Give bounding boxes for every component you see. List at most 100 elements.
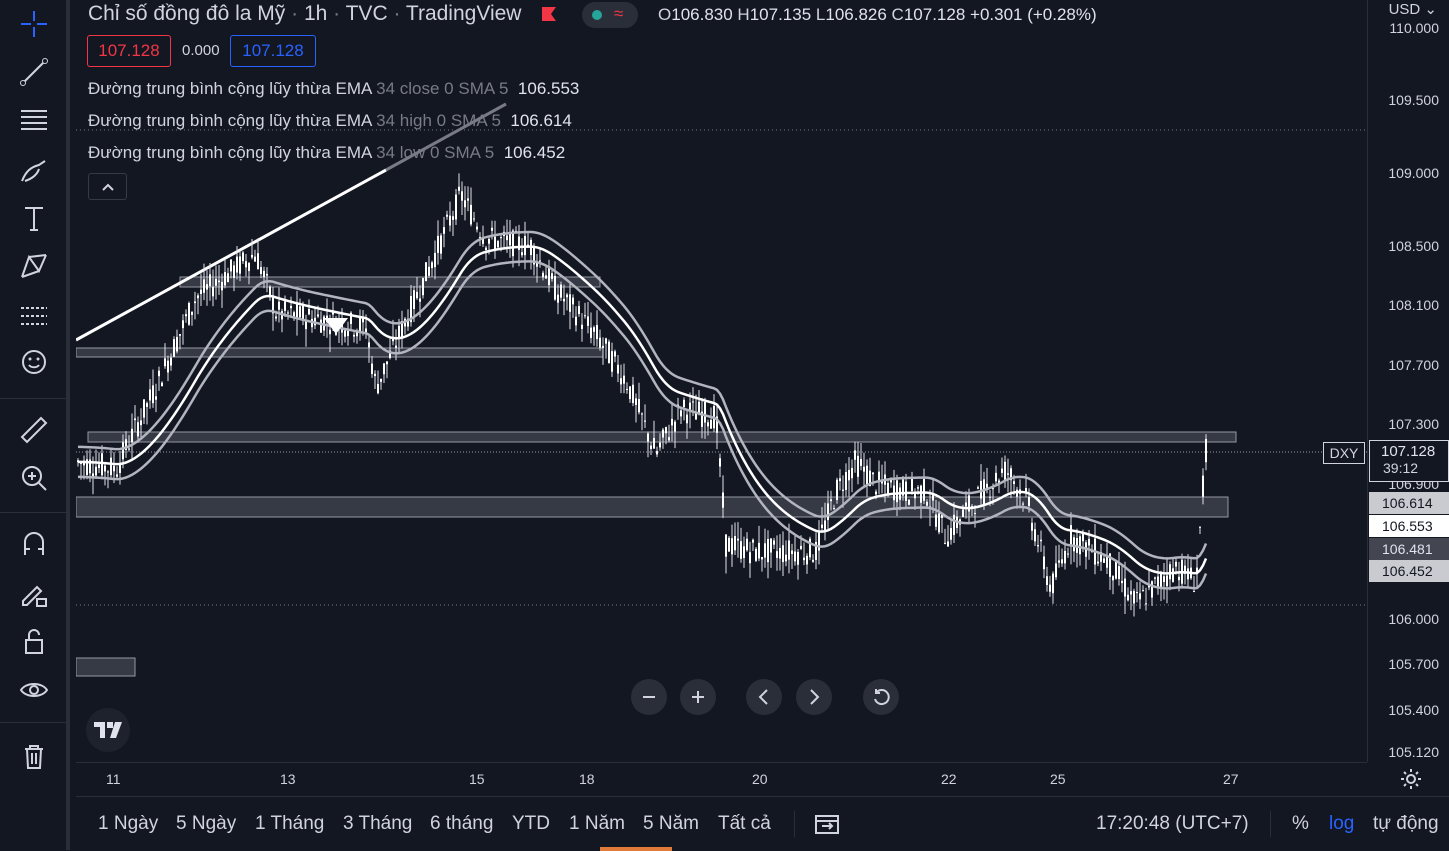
range-3-months[interactable]: 3 Tháng	[343, 813, 413, 834]
range-5-days[interactable]: 5 Ngày	[176, 813, 237, 834]
drawing-zone[interactable]	[76, 347, 604, 358]
range-6-months[interactable]: 6 tháng	[430, 813, 494, 834]
scroll-right-button[interactable]	[796, 679, 832, 715]
price-chart[interactable]	[76, 0, 1367, 762]
candle-body	[716, 416, 718, 433]
ema-high-price-label: 106.614	[1369, 492, 1449, 514]
candle-body	[1010, 468, 1012, 481]
candle-body	[359, 317, 361, 332]
prediction-icon[interactable]	[14, 296, 54, 336]
collapse-legend-button[interactable]	[88, 173, 127, 200]
chevron-left-icon	[758, 689, 768, 705]
log-scale-toggle[interactable]: log	[1329, 813, 1355, 834]
candle-body	[752, 539, 754, 543]
candle-body	[371, 363, 373, 374]
range-1-year[interactable]: 1 Năm	[569, 813, 625, 834]
candle-body	[587, 316, 589, 326]
range-5-years[interactable]: 5 Năm	[643, 813, 699, 834]
legend-ema-low[interactable]: Đường trung bình cộng lũy thừa EMA 34 lo…	[88, 143, 566, 162]
candle-body	[269, 286, 271, 298]
currency-select[interactable]: USD ⌄	[1388, 1, 1437, 18]
candle-body	[449, 215, 451, 226]
date-range-button[interactable]	[814, 811, 840, 837]
candle-body	[749, 552, 751, 564]
candle-body	[575, 316, 577, 326]
price-tick: 108.100	[1388, 297, 1439, 313]
zoom-in-icon[interactable]	[14, 458, 54, 498]
interval-label[interactable]: 1h	[303, 2, 328, 25]
candle-body	[110, 457, 112, 476]
candle-body	[1166, 575, 1168, 587]
unlock-icon[interactable]	[14, 622, 54, 662]
symbol-title[interactable]: Chỉ số đồng đô la Mỹ	[88, 2, 286, 25]
magnet-icon[interactable]	[14, 524, 54, 564]
buy-button[interactable]: 107.128	[230, 35, 316, 67]
range-1-month[interactable]: 1 Tháng	[255, 813, 325, 834]
eye-icon[interactable]	[14, 670, 54, 710]
zoom-in-button[interactable]	[680, 679, 716, 715]
candle-body	[536, 261, 538, 267]
brush-icon[interactable]	[14, 150, 54, 190]
drawing-zone[interactable]	[76, 657, 136, 677]
candle-body	[920, 485, 922, 503]
candle-body	[365, 328, 367, 335]
lock-drawing-icon[interactable]	[14, 574, 54, 614]
chart-pane[interactable]	[76, 0, 1367, 762]
candle-body	[221, 281, 223, 291]
tradingview-logo[interactable]	[86, 708, 130, 752]
candle-body	[107, 471, 109, 473]
range-1-day[interactable]: 1 Ngày	[98, 813, 159, 834]
time-axis[interactable]: 11 13 15 18 20 22 25 27	[76, 762, 1367, 796]
candle-body	[179, 334, 181, 336]
text-icon[interactable]	[14, 198, 54, 238]
candle-body	[803, 557, 805, 561]
candle-body	[197, 295, 199, 299]
zoom-out-button[interactable]	[631, 679, 667, 715]
range-all[interactable]: Tất cả	[718, 813, 771, 834]
candle-body	[401, 321, 403, 338]
candle-body	[785, 554, 787, 562]
range-ytd[interactable]: YTD	[512, 813, 550, 834]
trash-icon[interactable]	[14, 736, 54, 776]
candle-body	[1100, 552, 1102, 562]
candle-body	[653, 438, 655, 449]
reset-chart-button[interactable]	[863, 679, 899, 715]
candle-body	[1082, 532, 1084, 542]
legend-ema-high[interactable]: Đường trung bình cộng lũy thừa EMA 34 hi…	[88, 111, 572, 130]
candle-body	[350, 312, 352, 324]
ruler-icon[interactable]	[14, 410, 54, 450]
scroll-left-button[interactable]	[746, 679, 782, 715]
pattern-icon[interactable]	[14, 246, 54, 286]
fib-retracement-icon[interactable]	[14, 100, 54, 140]
candle-body	[908, 499, 910, 505]
flag-icon[interactable]	[540, 5, 558, 23]
price-tick: 109.500	[1388, 92, 1439, 108]
crosshair-icon[interactable]	[14, 4, 54, 44]
price-tick: 107.700	[1388, 357, 1439, 373]
auto-scale-toggle[interactable]: tự động	[1373, 813, 1439, 834]
trend-line-icon[interactable]	[14, 52, 54, 92]
candle-body	[878, 471, 880, 481]
candle-body	[500, 237, 502, 239]
candle-body	[677, 404, 679, 406]
trend-line	[76, 168, 387, 342]
emoji-icon[interactable]	[14, 342, 54, 382]
candle-body	[1001, 468, 1003, 473]
price-axis[interactable]: USD ⌄ 110.000 109.500 109.000 108.500 10…	[1367, 0, 1449, 762]
candle-body	[89, 459, 91, 474]
market-status[interactable]: ≈	[582, 2, 638, 28]
candle-body	[779, 548, 781, 559]
change-value: +0.301 (+0.28%)	[970, 5, 1097, 24]
candle-body	[1160, 572, 1162, 588]
candle-body	[119, 463, 121, 473]
candle-body	[452, 216, 454, 220]
chart-settings-button[interactable]	[1400, 768, 1422, 790]
clock-timezone[interactable]: 17:20:48 (UTC+7)	[1096, 813, 1249, 834]
candle-body	[572, 297, 574, 305]
legend-ema-close[interactable]: Đường trung bình cộng lũy thừa EMA 34 cl…	[88, 79, 580, 98]
candle-body	[146, 403, 148, 407]
percent-scale-toggle[interactable]: %	[1292, 813, 1309, 834]
sell-button[interactable]: 107.128	[87, 35, 171, 67]
candle-body	[581, 324, 583, 329]
candle-body	[686, 414, 688, 424]
